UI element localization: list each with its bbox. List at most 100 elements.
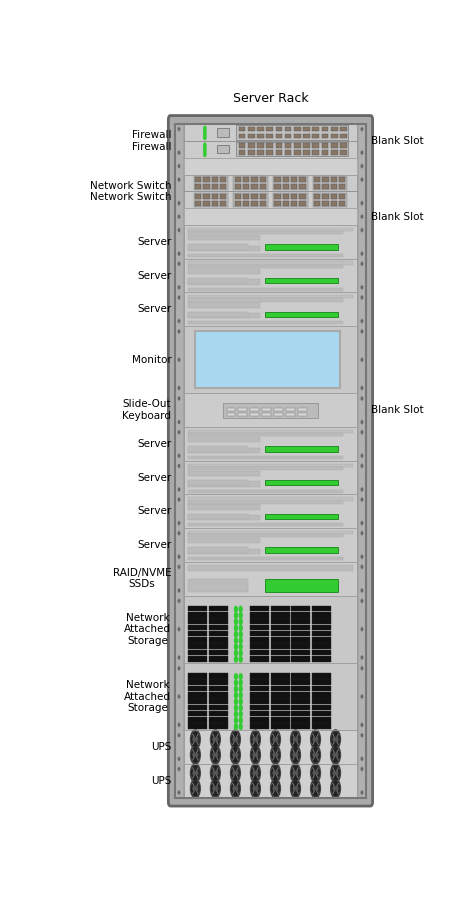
Bar — [203, 184, 210, 189]
Circle shape — [178, 396, 180, 401]
Circle shape — [361, 758, 363, 760]
Bar — [184, 427, 357, 461]
Circle shape — [178, 329, 180, 334]
Circle shape — [232, 747, 239, 762]
Circle shape — [191, 766, 199, 780]
Circle shape — [333, 787, 335, 791]
Circle shape — [191, 732, 199, 747]
Bar — [257, 150, 264, 155]
Bar — [299, 184, 306, 189]
Circle shape — [235, 631, 237, 637]
Bar — [331, 150, 337, 155]
Circle shape — [239, 692, 242, 698]
Bar — [286, 413, 295, 417]
Circle shape — [361, 228, 363, 233]
Bar — [291, 649, 310, 655]
Bar — [236, 142, 348, 157]
Bar — [188, 279, 260, 285]
Circle shape — [230, 730, 240, 748]
Circle shape — [271, 764, 281, 782]
Circle shape — [293, 771, 295, 775]
Bar — [209, 698, 228, 703]
Circle shape — [196, 737, 198, 741]
Circle shape — [178, 151, 180, 154]
Circle shape — [193, 787, 195, 791]
Circle shape — [276, 753, 278, 757]
Bar — [250, 638, 269, 643]
Bar — [184, 461, 357, 495]
Circle shape — [292, 732, 299, 747]
Bar — [235, 194, 241, 199]
Circle shape — [178, 791, 180, 795]
Bar — [188, 446, 248, 452]
Circle shape — [178, 263, 180, 265]
Bar — [331, 177, 337, 181]
Bar — [312, 612, 331, 617]
Circle shape — [361, 588, 363, 593]
Circle shape — [361, 791, 363, 795]
Circle shape — [178, 228, 180, 233]
Bar — [294, 144, 301, 148]
Circle shape — [316, 771, 318, 775]
Bar — [188, 261, 353, 265]
Circle shape — [216, 771, 218, 775]
Text: Monitor: Monitor — [132, 354, 171, 365]
Circle shape — [252, 732, 259, 747]
Bar — [251, 184, 257, 189]
Circle shape — [253, 787, 255, 791]
Bar — [194, 332, 339, 388]
Bar — [285, 134, 292, 138]
Circle shape — [361, 261, 363, 267]
Bar — [321, 144, 328, 148]
Circle shape — [178, 723, 180, 727]
Bar — [188, 514, 248, 519]
Circle shape — [210, 780, 220, 798]
Circle shape — [271, 780, 281, 798]
Circle shape — [233, 737, 235, 741]
Circle shape — [193, 737, 195, 741]
Circle shape — [178, 588, 180, 593]
Bar — [312, 649, 331, 655]
Bar — [265, 278, 338, 283]
Bar — [184, 562, 357, 595]
Circle shape — [178, 453, 180, 458]
Circle shape — [239, 606, 242, 612]
Bar — [274, 184, 281, 189]
Bar — [243, 184, 249, 189]
Bar — [299, 177, 306, 181]
Circle shape — [178, 554, 180, 560]
Bar — [312, 673, 331, 679]
Circle shape — [361, 387, 363, 389]
Bar — [260, 184, 266, 189]
Bar — [251, 194, 257, 199]
Circle shape — [178, 600, 180, 602]
Circle shape — [310, 780, 320, 798]
Bar — [188, 437, 260, 442]
Bar — [188, 482, 260, 486]
Bar — [294, 150, 301, 155]
Bar — [184, 764, 357, 798]
Circle shape — [361, 566, 363, 568]
Bar — [188, 278, 248, 283]
Bar — [188, 448, 260, 453]
Bar — [273, 176, 308, 190]
Circle shape — [361, 331, 363, 333]
Text: Network Switch
Network Switch: Network Switch Network Switch — [90, 180, 171, 202]
Text: UPS: UPS — [151, 776, 171, 786]
Circle shape — [204, 149, 206, 153]
Circle shape — [276, 787, 278, 791]
Circle shape — [178, 261, 180, 267]
Bar — [331, 134, 337, 138]
Circle shape — [331, 730, 340, 748]
Bar — [291, 194, 297, 199]
Bar — [188, 638, 207, 643]
Circle shape — [336, 737, 338, 741]
Bar — [188, 480, 248, 485]
Bar — [188, 724, 207, 729]
Circle shape — [178, 522, 180, 524]
Circle shape — [212, 732, 219, 747]
Bar — [220, 194, 226, 199]
Circle shape — [271, 746, 281, 764]
Circle shape — [252, 781, 259, 796]
Circle shape — [333, 753, 335, 757]
